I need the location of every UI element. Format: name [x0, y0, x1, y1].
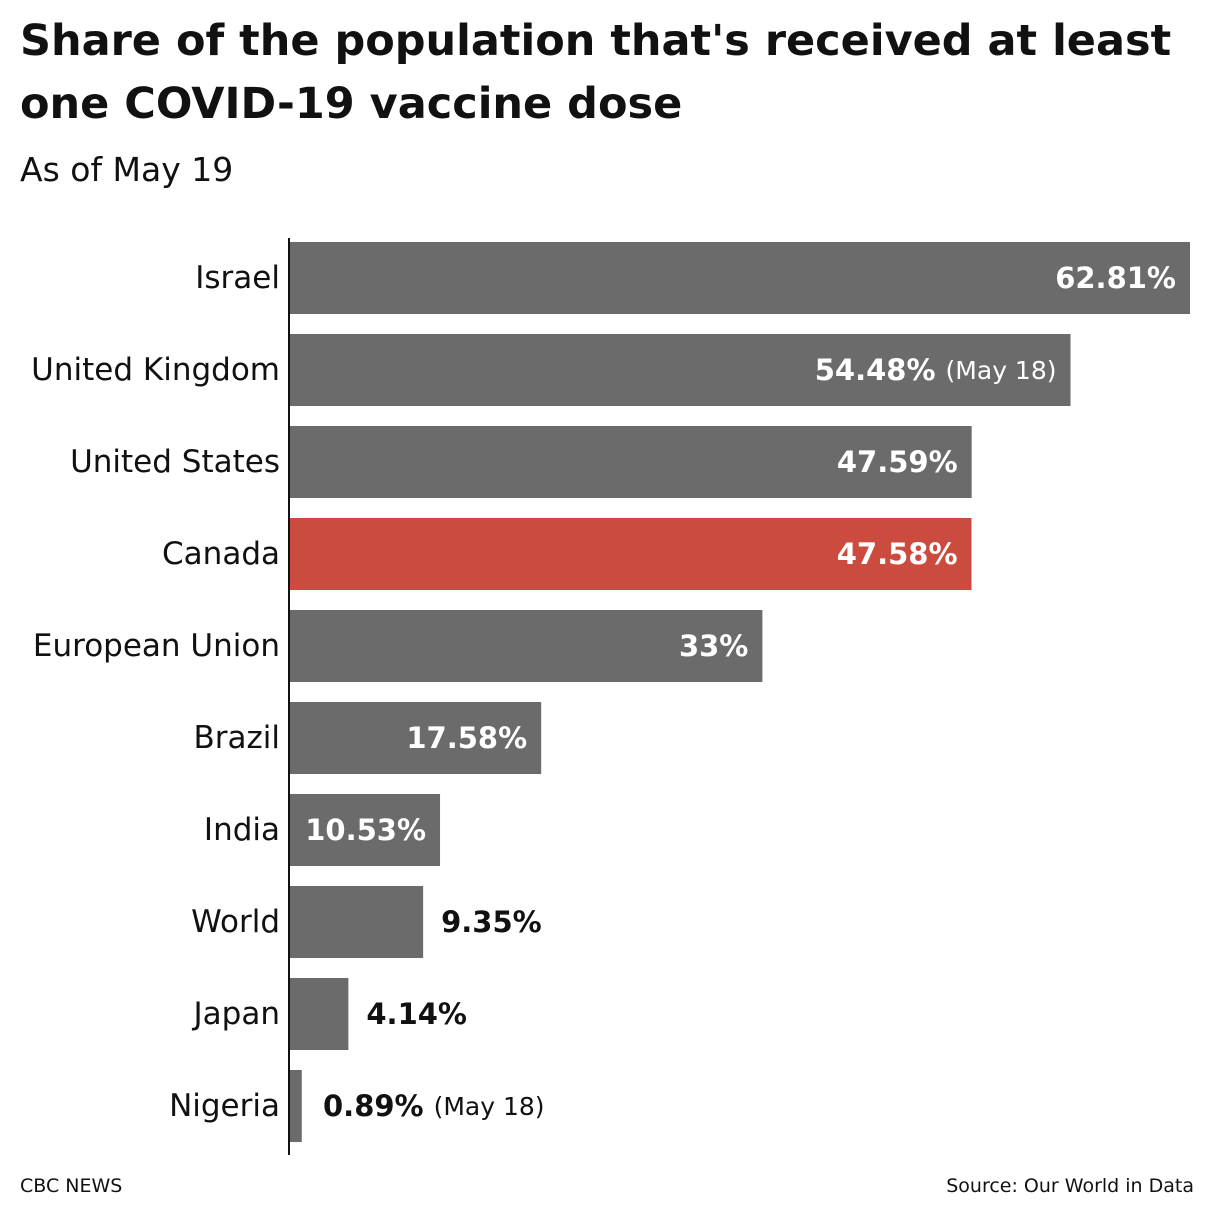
bar-european-union — [289, 610, 763, 682]
bar-brazil — [289, 702, 542, 774]
bar-nigeria — [289, 1070, 302, 1142]
bar-world — [289, 886, 424, 958]
bar-israel — [289, 242, 1190, 314]
chart-subtitle: As of May 19 — [20, 150, 234, 189]
category-label: Canada — [162, 536, 280, 572]
value-label: 33% — [679, 629, 748, 663]
category-label: Brazil — [193, 720, 280, 756]
value-label: 47.58% — [837, 537, 958, 571]
chart-title: Share of the population that's received … — [20, 16, 1172, 129]
value-label: 47.59% — [837, 445, 958, 479]
footer-credit: CBC NEWS — [20, 1175, 123, 1197]
value-label: 62.81% — [1055, 261, 1176, 295]
bar-india — [289, 794, 441, 866]
bar-united-states — [289, 426, 972, 498]
bar-japan — [289, 978, 349, 1050]
value-label: 17.58% — [406, 721, 527, 755]
category-label: European Union — [33, 628, 280, 664]
category-label: World — [191, 904, 280, 940]
value-label: 54.48% (May 18) — [815, 353, 1057, 387]
category-label: Japan — [192, 996, 280, 1032]
category-label: India — [204, 812, 280, 848]
category-label: Israel — [195, 260, 280, 296]
bar-united-kingdom — [289, 334, 1071, 406]
value-label: 9.35% — [441, 905, 542, 939]
footer-source: Source: Our World in Data — [946, 1175, 1194, 1197]
value-label: 0.89% (May 18) — [323, 1089, 545, 1123]
category-label: United Kingdom — [31, 352, 280, 388]
category-label: Nigeria — [169, 1088, 280, 1124]
category-label: United States — [70, 444, 280, 480]
bar-canada — [289, 518, 972, 590]
value-label: 4.14% — [366, 997, 467, 1031]
value-label: 10.53% — [305, 813, 426, 847]
